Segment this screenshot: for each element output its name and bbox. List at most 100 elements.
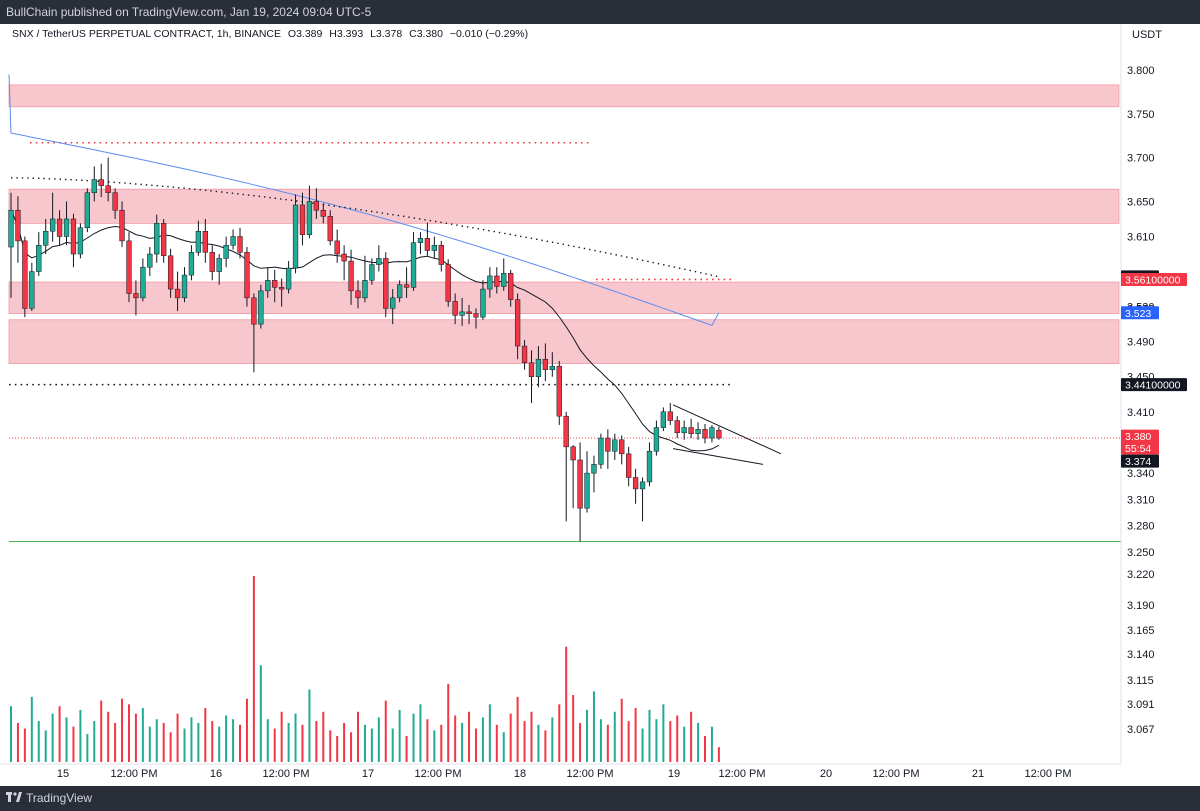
candle-body — [292, 204, 299, 269]
candle-body — [195, 231, 202, 253]
volume-bar — [127, 704, 130, 762]
time-tick-label: 20 — [820, 768, 832, 780]
ma-dotted-line — [10, 177, 720, 278]
candle-body — [36, 245, 42, 272]
volume-bar — [72, 726, 75, 762]
volume-bar — [426, 719, 429, 762]
resistance-zone — [8, 84, 1120, 108]
volume-bar — [690, 711, 693, 762]
candle-body — [22, 240, 28, 309]
price-label-text: 3.374 — [1125, 456, 1151, 468]
volume-bar — [641, 728, 644, 762]
price-tick-label: 3.340 — [1127, 468, 1155, 480]
volume-bar — [419, 704, 422, 762]
candle-body — [639, 481, 646, 490]
candle-body — [223, 245, 229, 259]
volume-bar — [162, 722, 165, 762]
price-chart[interactable]: 3.8003.7503.7003.6503.6103.5703.5303.490… — [0, 24, 1200, 786]
candle-body — [445, 264, 451, 302]
volume-bar — [239, 724, 242, 762]
publish-info: BullChain published on TradingView.com, … — [6, 5, 372, 19]
price-tick-label: 3.140 — [1127, 649, 1155, 661]
volume-bar — [315, 721, 318, 762]
volume-bar — [308, 689, 311, 762]
candle-body — [147, 253, 153, 268]
time-tick-label: 12:00 PM — [718, 768, 765, 780]
price-tick-label: 3.280 — [1127, 521, 1155, 533]
volume-bar — [204, 708, 207, 762]
volume-bar — [211, 721, 214, 762]
volume-bar — [86, 734, 89, 762]
price-tick-label: 3.250 — [1127, 547, 1155, 559]
candle-body — [688, 427, 694, 434]
candle-body — [570, 446, 576, 461]
candle-body — [272, 280, 278, 288]
chart-panel[interactable]: 3.8003.7503.7003.6503.6103.5703.5303.490… — [0, 24, 1200, 786]
volume-bar — [176, 713, 179, 762]
volume-bar — [148, 726, 151, 762]
ohlc-close: C3.380 — [409, 28, 443, 40]
candle-body — [605, 437, 611, 452]
volume-bar — [30, 696, 33, 762]
volume-bar — [197, 722, 200, 762]
price-label-text: 55:54 — [1125, 443, 1151, 455]
price-label-text: 3.523 — [1125, 308, 1151, 320]
candle-body — [188, 252, 195, 276]
volume-bar — [16, 722, 19, 762]
volume-bar — [259, 665, 262, 762]
candle-body — [154, 223, 160, 255]
volume-bar — [141, 708, 144, 762]
volume-bar — [502, 732, 505, 762]
candle-body — [459, 311, 465, 316]
candle-body — [334, 240, 340, 255]
candlesticks — [8, 157, 722, 542]
candle-body — [591, 464, 597, 474]
price-tick-label: 3.091 — [1127, 699, 1155, 711]
candle-body — [341, 253, 347, 262]
candle-body — [112, 192, 118, 211]
volume-bar — [572, 695, 575, 762]
candle-body — [362, 280, 368, 299]
candle-body — [494, 275, 500, 287]
candle-body — [487, 275, 493, 290]
volume-bar — [495, 724, 498, 762]
volume-bar — [121, 698, 124, 762]
footer-brand: TradingView — [26, 791, 93, 805]
candle-body — [667, 411, 673, 421]
candle-body — [653, 427, 660, 452]
triangle-pattern — [672, 404, 782, 465]
triangle-upper-line — [672, 404, 782, 455]
time-tick-label: 18 — [514, 768, 526, 780]
time-tick-label: 12:00 PM — [872, 768, 919, 780]
candle-body — [105, 185, 111, 193]
price-tick-label: 3.650 — [1127, 196, 1155, 208]
resistance-zones — [8, 84, 1120, 364]
time-tick-label: 15 — [57, 768, 69, 780]
candle-body — [674, 420, 680, 434]
volume-bar — [592, 691, 595, 762]
currency-label[interactable]: USDT — [1132, 29, 1162, 41]
volume-bar — [558, 704, 561, 762]
symbol-legend: SNX / TetherUS PERPETUAL CONTRACT, 1h, B… — [12, 28, 528, 40]
resistance-zone — [8, 188, 1120, 224]
candle-body — [438, 245, 444, 265]
volume-bar — [384, 700, 387, 762]
volume-bar — [613, 711, 616, 762]
candle-body — [396, 284, 403, 299]
candle-body — [660, 411, 667, 428]
candle-body — [126, 240, 132, 294]
price-label-box — [1121, 378, 1187, 392]
volume-bar — [551, 717, 554, 762]
candle-body — [258, 290, 264, 325]
candle-body — [348, 260, 354, 292]
candle-body — [251, 297, 257, 325]
candle-body — [716, 429, 722, 439]
volume-bar — [58, 706, 61, 762]
price-labels: 3.5643.561000003.5233.441000003.38055:54… — [1121, 270, 1187, 468]
volume-bar — [350, 732, 353, 762]
volume-bar — [537, 724, 540, 762]
volume-bar — [697, 722, 700, 762]
volume-bar — [398, 709, 401, 762]
volume-bar — [412, 713, 415, 762]
